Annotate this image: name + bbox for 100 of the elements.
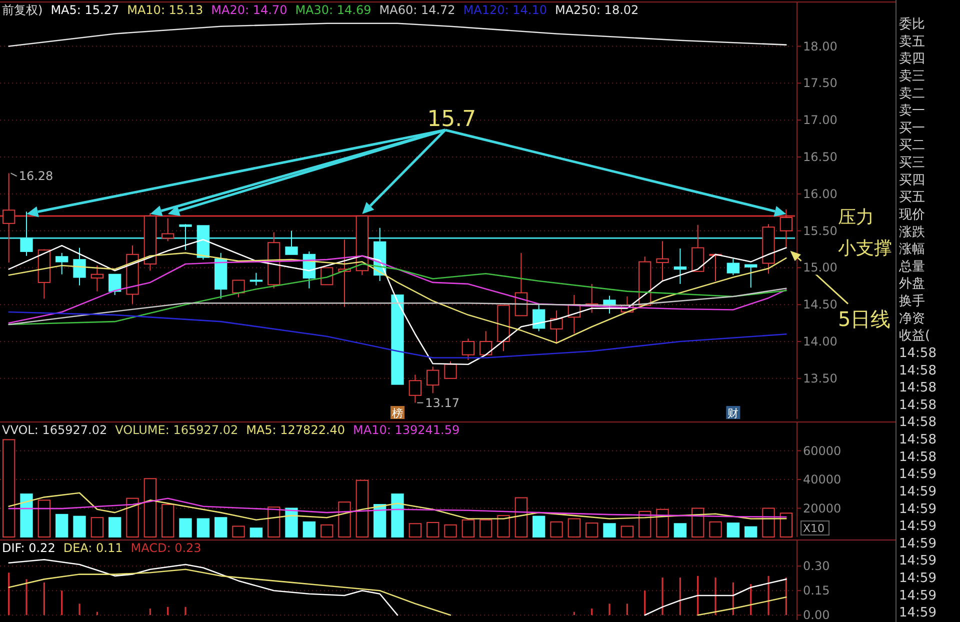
text: 收益( xyxy=(899,328,930,344)
text: 总量 xyxy=(898,259,925,274)
line-series xyxy=(8,252,787,344)
text: 14:59 xyxy=(899,467,936,482)
text: 现价 xyxy=(899,207,925,222)
text: MA60: 14.72 xyxy=(379,3,456,17)
line-series xyxy=(8,22,787,47)
bar xyxy=(692,508,704,538)
text: MA5: 15.27 xyxy=(50,3,120,17)
bar xyxy=(462,519,474,538)
bar xyxy=(268,506,280,538)
y-tick-label: 40000 xyxy=(803,472,842,486)
bar xyxy=(250,528,262,538)
bar xyxy=(20,494,33,538)
chart-title: VVOL: 165927.02 xyxy=(2,423,108,437)
bar xyxy=(444,524,457,538)
y-tick-label: 18.00 xyxy=(803,39,838,54)
text: 净资 xyxy=(899,311,925,326)
bar xyxy=(38,500,50,538)
y-tick-label: 17.00 xyxy=(803,113,838,128)
chart-title: 前复权) xyxy=(2,3,43,17)
text: 买二 xyxy=(899,138,925,154)
bar xyxy=(586,522,598,538)
line-series xyxy=(8,498,787,518)
bar xyxy=(568,518,580,538)
bar xyxy=(196,518,210,538)
candlestick xyxy=(674,248,686,284)
annotation: 16.28 xyxy=(18,169,54,184)
annotation: 15.7 xyxy=(427,107,476,132)
bar xyxy=(780,512,792,538)
candlestick xyxy=(780,208,792,250)
y-tick-label: 16.50 xyxy=(803,150,838,164)
text: 14:59 xyxy=(899,588,936,604)
text: MA10: 15.13 xyxy=(127,3,204,17)
bar xyxy=(108,517,122,538)
text: 14:59 xyxy=(899,484,936,500)
bar xyxy=(90,517,104,538)
text: 14:59 xyxy=(899,536,936,552)
bar xyxy=(620,526,634,538)
text: 卖一 xyxy=(899,104,925,119)
text: MA120: 14.10 xyxy=(463,3,547,17)
text: 卖五 xyxy=(899,34,925,50)
text: MA20: 14.70 xyxy=(211,3,288,17)
bar xyxy=(374,504,386,538)
text: 14:59 xyxy=(899,606,936,621)
text: 涨跌 xyxy=(899,224,925,240)
bar xyxy=(391,494,404,538)
y-tick-label: 17.50 xyxy=(803,76,838,90)
text: 14:58 xyxy=(899,398,936,413)
annotation: VOLUME: 165927.02 xyxy=(115,423,238,437)
text: 5日线 xyxy=(838,306,891,331)
text: MA30: 14.69 xyxy=(295,3,372,17)
bar xyxy=(408,523,422,538)
text: 14:58 xyxy=(899,450,936,465)
text: 14:58 xyxy=(899,380,936,396)
candlestick xyxy=(73,247,86,286)
bar xyxy=(514,497,528,538)
text: MA5: 127822.40 xyxy=(246,423,346,437)
y-tick-label: 0.30 xyxy=(803,559,830,574)
bar xyxy=(709,521,722,538)
y-tick-label: 14.50 xyxy=(803,298,838,312)
candlestick xyxy=(656,240,669,282)
candlestick xyxy=(550,310,563,344)
y-tick-label: 15.50 xyxy=(803,224,838,238)
y-tick-label: 60000 xyxy=(803,444,842,458)
bar xyxy=(744,526,758,538)
text: 14:58 xyxy=(899,415,936,430)
y-tick-label: 16.00 xyxy=(803,186,838,201)
bar xyxy=(232,526,245,538)
bar xyxy=(674,523,686,538)
text: 卖二 xyxy=(899,86,925,102)
series-label: MA250: 18.02 xyxy=(554,3,639,17)
bar xyxy=(2,439,16,538)
line-series xyxy=(8,288,787,326)
line-series xyxy=(8,239,787,366)
bar xyxy=(603,523,616,538)
annotation: 13.17 xyxy=(425,396,460,410)
candlestick xyxy=(126,245,139,304)
bar xyxy=(550,521,563,538)
annotation: 榜 xyxy=(392,407,403,420)
bar xyxy=(726,522,740,538)
text: 涨幅 xyxy=(899,242,925,258)
text: MA10: 139241.59 xyxy=(353,423,460,437)
text: 买一 xyxy=(899,120,925,136)
text: 买四 xyxy=(899,172,925,188)
ref-line-label: 压力 xyxy=(838,207,874,228)
line-series xyxy=(8,492,787,521)
text: 外盘 xyxy=(899,276,925,292)
bar xyxy=(302,521,316,538)
bar xyxy=(73,516,86,538)
bar xyxy=(338,502,351,538)
bar xyxy=(144,478,156,538)
text: 14:58 xyxy=(899,363,936,378)
text: 14:58 xyxy=(899,432,936,448)
candlestick xyxy=(426,366,440,394)
text: 买三 xyxy=(899,156,925,171)
y-tick-label: 20000 xyxy=(803,501,842,516)
bar xyxy=(56,514,68,538)
bar xyxy=(426,522,440,538)
bar xyxy=(497,515,510,538)
